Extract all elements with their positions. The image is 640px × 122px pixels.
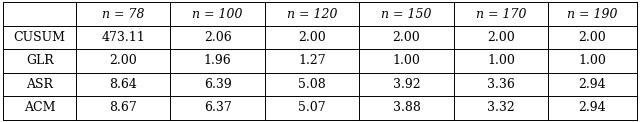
Text: 2.94: 2.94 — [579, 101, 606, 114]
Text: 3.36: 3.36 — [487, 78, 515, 91]
Text: 3.32: 3.32 — [487, 101, 515, 114]
Text: 5.07: 5.07 — [298, 101, 326, 114]
Text: 2.00: 2.00 — [109, 55, 137, 67]
Text: 8.67: 8.67 — [109, 101, 137, 114]
Text: 1.96: 1.96 — [204, 55, 232, 67]
Text: ACM: ACM — [24, 101, 56, 114]
Text: 6.39: 6.39 — [204, 78, 232, 91]
Text: 6.37: 6.37 — [204, 101, 232, 114]
Text: 2.00: 2.00 — [298, 31, 326, 44]
Text: 473.11: 473.11 — [101, 31, 145, 44]
Text: n = 120: n = 120 — [287, 8, 337, 21]
Text: 2.00: 2.00 — [392, 31, 420, 44]
Text: n = 150: n = 150 — [381, 8, 432, 21]
Text: 1.00: 1.00 — [392, 55, 420, 67]
Text: 2.00: 2.00 — [487, 31, 515, 44]
Text: 3.88: 3.88 — [392, 101, 420, 114]
Text: CUSUM: CUSUM — [13, 31, 66, 44]
Text: n = 170: n = 170 — [476, 8, 526, 21]
Text: 1.00: 1.00 — [579, 55, 606, 67]
Text: n = 78: n = 78 — [102, 8, 145, 21]
Text: 1.27: 1.27 — [298, 55, 326, 67]
Text: 2.00: 2.00 — [579, 31, 606, 44]
Text: 8.64: 8.64 — [109, 78, 137, 91]
Text: ASR: ASR — [26, 78, 53, 91]
Text: 3.92: 3.92 — [393, 78, 420, 91]
Text: 5.08: 5.08 — [298, 78, 326, 91]
Text: 2.06: 2.06 — [204, 31, 232, 44]
Text: n = 190: n = 190 — [567, 8, 618, 21]
Text: n = 100: n = 100 — [193, 8, 243, 21]
Text: 1.00: 1.00 — [487, 55, 515, 67]
Text: 2.94: 2.94 — [579, 78, 606, 91]
Text: GLR: GLR — [26, 55, 54, 67]
